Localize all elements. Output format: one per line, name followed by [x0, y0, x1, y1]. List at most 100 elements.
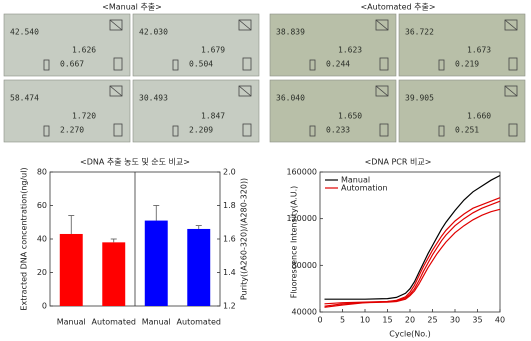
lcd-reading: 0.667	[60, 60, 84, 69]
lcd-reading: 39.905	[405, 94, 434, 103]
lcd-reading: 0.504	[189, 60, 213, 69]
y2-tick-label: 1.8	[223, 201, 236, 210]
line-series	[324, 208, 501, 307]
x-tick-label: Manual	[57, 318, 86, 327]
lcd-reading: 1.847	[201, 112, 225, 121]
lcd-icon	[109, 19, 123, 31]
lcd-icon	[508, 57, 518, 71]
lcd-icon	[504, 85, 518, 97]
lcd-photo	[132, 79, 260, 143]
lcd-icon	[242, 123, 252, 137]
lcd-icon	[438, 125, 445, 137]
bar	[59, 233, 83, 306]
y-tick-label: 40000	[292, 308, 317, 317]
x-tick-label: 30	[450, 316, 460, 325]
x-tick-label: 0	[317, 316, 322, 325]
y-tick-label: 80	[37, 168, 47, 177]
lcd-icon	[43, 125, 50, 137]
lcd-photo	[3, 13, 131, 77]
lcd-icon	[109, 85, 123, 97]
y2-tick-label: 1.6	[223, 235, 236, 244]
lcd-reading: 42.540	[10, 28, 39, 37]
lcd-icon	[375, 19, 389, 31]
y2-tick-label: 1.2	[223, 302, 236, 311]
lcd-photo	[3, 79, 131, 143]
lcd-icon	[238, 19, 252, 31]
y-tick-label: 20	[37, 268, 47, 277]
legend-label: Manual	[341, 176, 370, 185]
lcd-reading: 1.650	[338, 112, 362, 121]
lcd-reading: 1.679	[201, 46, 225, 55]
lcd-photo	[269, 13, 397, 77]
x-tick-label: 10	[360, 316, 370, 325]
lcd-reading: 42.030	[139, 28, 168, 37]
lcd-icon	[109, 85, 123, 97]
lcd-icon	[438, 59, 445, 71]
y-tick-label: 160000	[286, 168, 317, 177]
lcd-reading: 36.722	[405, 28, 434, 37]
lcd-icon	[508, 123, 518, 137]
x-tick-label: 35	[472, 316, 482, 325]
y-tick-label: 80000	[292, 261, 317, 270]
lcd-icon	[113, 57, 123, 71]
lcd-icon	[379, 57, 389, 71]
lcd-icon	[238, 85, 252, 97]
y-tick-label: 120000	[286, 214, 317, 223]
lcd-icon	[379, 123, 389, 137]
lcd-icon	[504, 19, 518, 31]
lcd-icon	[238, 85, 252, 97]
x-axis-title: Cycle(No.)	[389, 330, 430, 339]
lcd-icon	[109, 19, 123, 31]
y-tick-label: 0	[42, 302, 47, 311]
x-tick-label: 5	[340, 316, 345, 325]
lcd-icon	[375, 19, 389, 31]
y-tick-label: 40	[37, 235, 47, 244]
lcd-icon	[43, 59, 50, 71]
y-axis-title: Fluorescence Intensity(A.U.)	[290, 186, 299, 299]
lcd-icon	[309, 59, 316, 71]
bar	[187, 228, 211, 306]
lcd-reading: 38.839	[276, 28, 305, 37]
lcd-icon	[113, 123, 123, 137]
x-tick-label: 15	[382, 316, 392, 325]
lcd-icon	[504, 19, 518, 31]
lcd-icon	[242, 57, 252, 71]
lcd-photo	[269, 79, 397, 143]
lcd-photo	[398, 13, 526, 77]
legend-label: Automation	[341, 184, 388, 193]
lcd-reading: 0.251	[455, 126, 479, 135]
lcd-icon	[172, 125, 179, 137]
lcd-reading: 1.720	[72, 112, 96, 121]
y2-tick-label: 2.0	[223, 168, 236, 177]
bar	[144, 220, 168, 306]
lcd-reading: 1.660	[467, 112, 491, 121]
lcd-reading: 1.673	[467, 46, 491, 55]
bar	[102, 242, 126, 306]
lcd-photo	[132, 13, 260, 77]
line-series	[324, 174, 501, 300]
lcd-icon	[309, 125, 316, 137]
lcd-icon	[504, 85, 518, 97]
lcd-reading: 0.233	[326, 126, 350, 135]
chart-title: <DNA 추출 농도 및 순도 비교>	[80, 157, 190, 167]
x-tick-label: Manual	[142, 318, 171, 327]
x-tick-label: Automated	[92, 318, 136, 327]
lcd-icon	[375, 85, 389, 97]
lcd-reading: 1.626	[72, 46, 96, 55]
lcd-icon	[172, 59, 179, 71]
x-tick-label: 40	[495, 316, 505, 325]
photo-title: <Manual 추출>	[102, 2, 162, 12]
lcd-reading: 2.270	[60, 126, 84, 135]
x-tick-label: Automated	[177, 318, 221, 327]
lcd-icon	[375, 85, 389, 97]
y-tick-label: 60	[37, 201, 47, 210]
lcd-reading: 58.474	[10, 94, 39, 103]
chart-title: <DNA PCR 비교>	[365, 158, 432, 167]
y-axis-title: Extracted DNA concentration(ng/ul)	[20, 167, 29, 310]
photo-title: <Automated 추출>	[360, 2, 435, 12]
lcd-reading: 0.244	[326, 60, 350, 69]
plot-frame	[319, 171, 501, 313]
lcd-reading: 30.493	[139, 94, 168, 103]
